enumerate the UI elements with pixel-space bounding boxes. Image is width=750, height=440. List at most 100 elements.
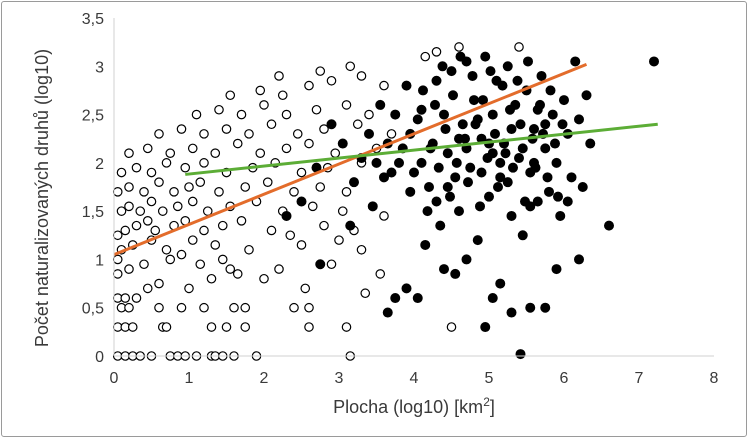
open-data-point: [319, 124, 329, 134]
filled-data-point: [540, 143, 551, 154]
filled-data-point: [382, 307, 393, 318]
open-data-point: [315, 66, 326, 76]
filled-data-point: [472, 235, 483, 246]
trendline: [185, 122, 658, 176]
open-data-point: [180, 162, 191, 173]
filled-data-point: [453, 206, 464, 217]
open-data-point: [454, 42, 464, 52]
filled-data-point: [487, 148, 498, 159]
filled-data-point: [529, 157, 540, 168]
open-data-point: [352, 119, 363, 130]
open-data-point: [431, 46, 442, 57]
y-axis-title: Počet naturalizovaných druhů (log10): [32, 49, 52, 347]
y-tick-label: 2,5: [82, 108, 104, 125]
filled-data-point: [474, 201, 485, 212]
open-data-point: [112, 230, 123, 241]
open-data-point: [341, 187, 352, 197]
x-axis-title-superscript: 2: [483, 395, 490, 409]
filled-data-point: [375, 99, 386, 110]
filled-data-point: [547, 109, 558, 120]
open-data-point: [154, 177, 164, 187]
filled-data-point: [529, 124, 540, 135]
filled-data-point: [378, 172, 389, 183]
open-data-point: [229, 302, 239, 313]
open-data-point: [124, 264, 134, 274]
open-data-point: [285, 230, 296, 241]
open-data-point: [236, 216, 247, 226]
open-data-point: [337, 206, 348, 216]
open-data-point: [236, 109, 247, 120]
filled-data-point: [446, 66, 457, 77]
open-data-point: [120, 293, 131, 303]
filled-data-point: [455, 51, 466, 62]
open-data-point: [210, 148, 221, 158]
open-data-point: [176, 302, 187, 313]
filled-data-point: [447, 90, 458, 101]
open-data-point: [330, 148, 341, 158]
filled-data-point: [480, 51, 491, 62]
open-data-point: [514, 42, 524, 52]
filled-data-point: [550, 138, 561, 149]
filled-data-point: [450, 268, 461, 279]
filled-data-point: [438, 264, 449, 275]
filled-data-point: [506, 124, 517, 135]
open-data-point: [142, 143, 153, 154]
filled-data-point: [435, 220, 446, 231]
open-data-point: [184, 182, 194, 192]
open-data-point: [176, 249, 187, 260]
filled-data-point: [487, 293, 498, 304]
filled-data-point: [476, 167, 487, 178]
open-data-point: [240, 302, 251, 313]
y-tick-label: 0: [95, 349, 104, 366]
filled-data-point: [444, 191, 455, 202]
open-data-point: [281, 143, 292, 154]
open-data-point: [195, 177, 206, 187]
y-tick-label: 1,5: [82, 204, 104, 221]
x-tick-label: 5: [485, 370, 494, 387]
axes-layer: [113, 18, 714, 357]
open-data-point: [221, 124, 232, 134]
filled-data-point: [536, 70, 547, 81]
open-data-point: [386, 129, 397, 139]
filled-data-point: [416, 104, 427, 115]
open-data-point: [307, 201, 318, 212]
filled-data-point: [489, 128, 500, 139]
filled-data-point: [450, 172, 461, 183]
filled-data-point: [390, 109, 401, 120]
open-data-point: [112, 269, 123, 279]
filled-data-point: [453, 133, 464, 144]
open-data-point: [259, 273, 269, 284]
open-data-point: [124, 148, 134, 158]
open-data-point: [169, 187, 179, 197]
open-data-point: [142, 216, 153, 226]
open-data-point: [116, 206, 127, 216]
filled-data-point: [577, 181, 588, 192]
open-data-point: [199, 302, 209, 313]
filled-data-point: [570, 56, 581, 67]
ticks-layer: 0 1 2 3 4 5 6 7 8 0 0,5 1 1,5 2 2,5 3 3,5: [82, 11, 719, 387]
filled-data-point: [495, 278, 506, 289]
x-tick-label: 6: [560, 370, 569, 387]
open-data-point: [131, 293, 142, 303]
filled-data-point: [517, 143, 528, 154]
filled-data-point: [540, 119, 551, 130]
open-data-point: [296, 240, 307, 250]
x-axis-title-tail: ]: [490, 397, 495, 417]
open-data-point: [345, 61, 356, 72]
open-data-point: [206, 273, 217, 284]
filled-data-point: [422, 206, 433, 217]
y-tick-label: 2: [95, 156, 104, 173]
open-data-point: [161, 244, 172, 255]
open-data-point: [281, 109, 292, 120]
open-data-point: [311, 104, 322, 115]
filled-data-point: [423, 181, 434, 192]
open-data-point: [184, 283, 194, 294]
x-tick-label: 8: [710, 370, 719, 387]
filled-data-point: [440, 124, 451, 135]
filled-data-point: [525, 201, 536, 212]
y-tick-label: 3,5: [82, 11, 104, 28]
open-data-point: [300, 283, 311, 294]
open-data-point: [334, 235, 344, 245]
filled-data-point: [442, 148, 453, 159]
